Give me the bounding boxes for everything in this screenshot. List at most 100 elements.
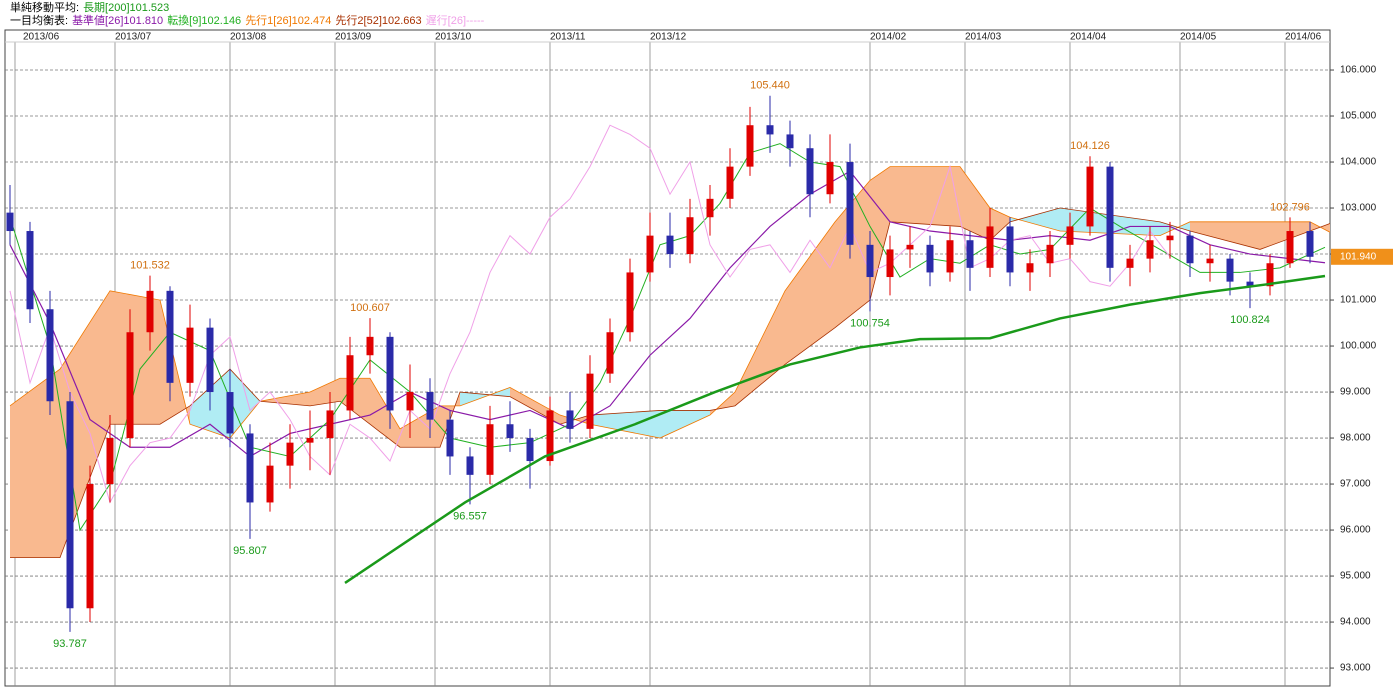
candle-body	[1146, 240, 1154, 259]
candle-body	[746, 125, 754, 167]
candle-body	[586, 373, 594, 429]
y-tick-label: 104.000	[1340, 157, 1377, 168]
candle-body	[266, 465, 274, 503]
price-annotation: 93.787	[53, 638, 87, 650]
candle-body	[906, 244, 914, 250]
candle-body	[6, 212, 14, 232]
candle-body	[546, 410, 554, 462]
candle-body	[46, 309, 54, 402]
candle-body	[166, 290, 174, 383]
candle-body	[1246, 281, 1254, 287]
cloud	[890, 166, 960, 227]
cloud	[960, 166, 990, 241]
candle-body	[426, 392, 434, 420]
candle-body	[1226, 258, 1234, 282]
candle-body	[446, 419, 454, 457]
price-annotation: 101.532	[130, 259, 170, 271]
x-tick-label: 2014/04	[1070, 32, 1107, 43]
price-annotation: 96.557	[453, 510, 487, 522]
legend-entry: 一目均衡表:	[10, 13, 68, 27]
x-tick-label: 2013/08	[230, 32, 267, 43]
cloud	[990, 208, 1010, 241]
candle-body	[526, 438, 534, 462]
legend-entry: 転換[9]102.146	[167, 14, 241, 27]
y-tick-label: 105.000	[1340, 111, 1377, 122]
y-tick-label: 95.000	[1340, 571, 1371, 582]
candle-body	[1046, 244, 1054, 264]
candle-body	[226, 392, 234, 434]
candle-body	[626, 272, 634, 333]
candle-body	[346, 355, 354, 411]
candle-body	[1306, 231, 1314, 257]
legend-row: 一目均衡表: 基準値[26]101.810 転換[9]102.146 先行1[26]1…	[10, 13, 485, 27]
y-tick-label: 100.000	[1340, 341, 1377, 352]
candle-body	[1066, 226, 1074, 245]
cloud	[1010, 208, 1060, 232]
cloud	[870, 166, 890, 301]
candle-body	[506, 424, 514, 439]
candle-body	[1166, 235, 1174, 241]
y-tick-label: 93.000	[1340, 663, 1371, 674]
candle-body	[726, 166, 734, 199]
candle-body	[386, 336, 394, 411]
candle-body	[646, 235, 654, 273]
candle-body	[186, 327, 194, 383]
candle-body	[26, 231, 34, 310]
price-annotation: 100.824	[1230, 314, 1270, 326]
cloud	[735, 290, 785, 406]
x-tick-label: 2014/06	[1285, 32, 1322, 43]
x-tick-label: 2013/09	[335, 32, 372, 43]
candle-body	[1026, 263, 1034, 273]
cloud	[660, 410, 710, 439]
y-tick-label: 97.000	[1340, 479, 1371, 490]
candle-body	[1286, 231, 1294, 264]
candle-body	[686, 217, 694, 255]
candle-body	[126, 332, 134, 439]
candle-body	[486, 424, 494, 475]
last-price-tag	[1331, 248, 1393, 265]
candle-body	[326, 410, 334, 439]
x-tick-label: 2013/10	[435, 32, 472, 43]
candle-body	[1006, 226, 1014, 273]
candle-body	[406, 392, 414, 411]
candle-body	[1086, 166, 1094, 227]
y-tick-label: 94.000	[1340, 617, 1371, 628]
price-annotation: 104.126	[1070, 140, 1110, 152]
y-tick-label: 101.000	[1340, 295, 1377, 306]
candle-body	[766, 125, 774, 135]
x-tick-label: 2013/12	[650, 32, 687, 43]
span-line	[10, 207, 1331, 559]
x-tick-label: 2013/07	[115, 32, 152, 43]
candle-body	[826, 162, 834, 195]
legend-entry: 先行2[52]102.663	[335, 14, 421, 27]
cloud	[230, 369, 260, 439]
candle-body	[306, 438, 314, 443]
candle-body	[886, 249, 894, 278]
price-annotation: 95.807	[233, 545, 267, 557]
price-annotation: 105.440	[750, 80, 790, 92]
cloud	[590, 410, 660, 439]
last-price-label: 101.940	[1340, 251, 1377, 262]
y-tick-label: 106.000	[1340, 65, 1377, 76]
candle-body	[1266, 263, 1274, 287]
candle-body	[846, 162, 854, 245]
x-tick-label: 2014/03	[965, 32, 1002, 43]
candle-body	[786, 134, 794, 149]
candle-body	[106, 438, 114, 485]
candle-body	[966, 240, 974, 268]
cloud	[835, 180, 870, 328]
candle-body	[926, 244, 934, 273]
y-tick-label: 96.000	[1340, 525, 1371, 536]
candle-body	[1206, 258, 1214, 264]
candle-body	[706, 198, 714, 218]
candle-body	[566, 410, 574, 429]
cloud	[1260, 221, 1310, 250]
candle-body	[146, 290, 154, 333]
span-line	[9, 166, 1331, 439]
cloud	[10, 369, 60, 558]
y-tick-label: 98.000	[1340, 433, 1371, 444]
price-annotation: 100.754	[850, 317, 890, 329]
candle-body	[666, 235, 674, 255]
cloud	[1190, 221, 1260, 250]
candle-body	[246, 433, 254, 503]
